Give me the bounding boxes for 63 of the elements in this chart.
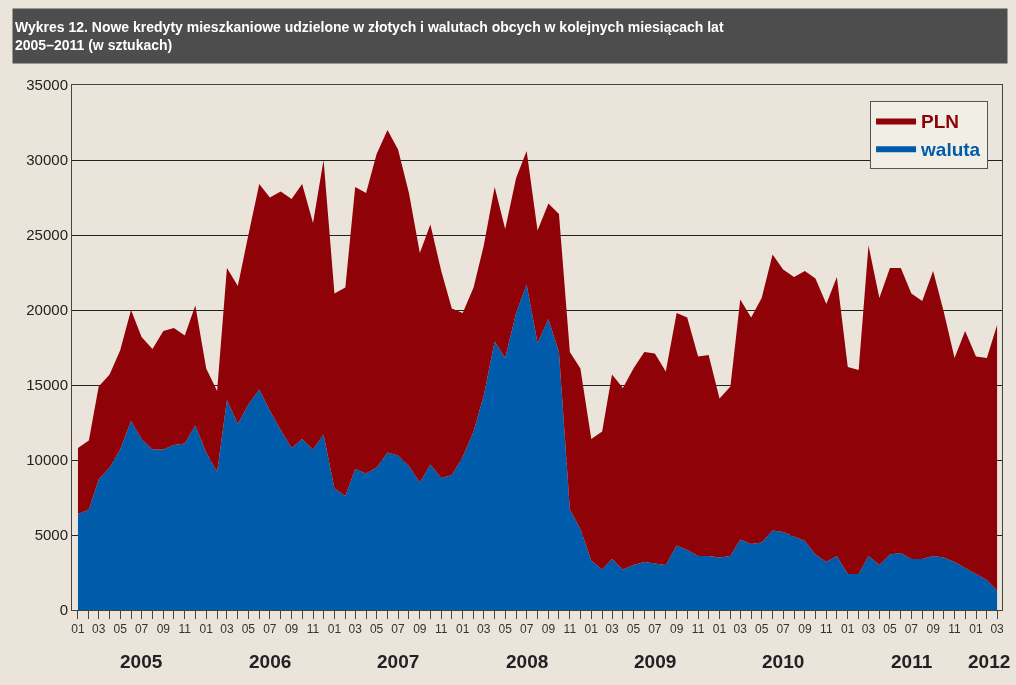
x-tick-label: 07 xyxy=(263,622,277,637)
text: 2008 xyxy=(506,651,549,672)
x-tick-label: 05 xyxy=(626,622,641,637)
text: 2012 xyxy=(968,651,1011,672)
x-tick-label: 11 xyxy=(178,622,192,637)
y-tick-label: 10000 xyxy=(26,451,68,469)
x-tick-label: 11 xyxy=(306,622,320,637)
x-tick-label: 05 xyxy=(369,622,384,637)
x-tick-label: 03 xyxy=(477,622,491,637)
x-tick-label: 07 xyxy=(519,622,534,637)
x-tick-label: 01 xyxy=(327,622,342,637)
y-tick-label: 20000 xyxy=(26,301,68,319)
x-tick-label: 07 xyxy=(776,622,791,637)
y-tick-label: 15000 xyxy=(26,376,68,394)
text: 2010 xyxy=(762,651,805,672)
x-tick-label: 09 xyxy=(669,622,684,637)
x-tick-label: 09 xyxy=(798,622,812,637)
y-tick-label: 25000 xyxy=(26,226,68,244)
x-tick-label: 01 xyxy=(969,622,983,637)
x-tick-label: 09 xyxy=(926,622,941,637)
text: 2005 xyxy=(120,651,163,672)
y-tick-label: 35000 xyxy=(26,76,68,94)
x-tick-label: 09 xyxy=(284,622,299,637)
legend-label: waluta xyxy=(920,138,981,160)
x-tick-label: 07 xyxy=(134,622,149,637)
x-tick-label: 11 xyxy=(435,622,448,637)
text: 2007 xyxy=(377,651,420,672)
x-tick-label: 05 xyxy=(241,622,256,637)
x-tick-label: 01 xyxy=(71,622,85,637)
x-tick-label: 03 xyxy=(990,622,1005,637)
x-tick-label: 01 xyxy=(456,622,470,637)
x-tick-label: 01 xyxy=(712,622,727,637)
y-tick-label: 30000 xyxy=(26,151,68,169)
x-tick-label: 09 xyxy=(541,622,556,637)
x-tick-label: 05 xyxy=(883,622,897,637)
text: 2006 xyxy=(249,651,292,672)
x-tick-label: 01 xyxy=(199,622,214,637)
x-tick-label: 03 xyxy=(861,622,876,637)
x-tick-label: 11 xyxy=(563,622,577,637)
x-tick-label: 03 xyxy=(220,622,234,637)
legend-label: PLN xyxy=(921,111,960,133)
x-tick-label: 09 xyxy=(413,622,427,637)
x-tick-label: 01 xyxy=(841,622,855,637)
chart-title: Wykres 12. Nowe kredyty mieszkaniowe udzielone w złotych i walutach obcych w kolejnych miesiącach lat 2005–2011 (w sztukach) xyxy=(15,18,724,54)
y-tick-label: 5000 xyxy=(34,526,68,544)
x-tick-label: 03 xyxy=(348,622,363,637)
x-tick-label: 11 xyxy=(948,622,962,637)
x-tick-label: 05 xyxy=(498,622,513,637)
x-tick-label: 01 xyxy=(584,622,599,637)
x-tick-label: 07 xyxy=(391,622,406,637)
x-tick-label: 03 xyxy=(92,622,106,637)
x-tick-label: 03 xyxy=(605,622,619,637)
x-tick-label: 11 xyxy=(691,622,705,637)
x-tick-label: 11 xyxy=(820,622,833,637)
x-tick-label: 07 xyxy=(648,622,662,637)
y-tick-label: 0 xyxy=(59,601,68,619)
text: 2011 xyxy=(891,651,933,672)
text: 2009 xyxy=(634,651,677,672)
x-tick-label: 05 xyxy=(755,622,769,637)
x-tick-label: 07 xyxy=(904,622,919,637)
x-tick-label: 09 xyxy=(156,622,171,637)
x-tick-label: 03 xyxy=(733,622,748,637)
x-tick-label: 05 xyxy=(113,622,128,637)
